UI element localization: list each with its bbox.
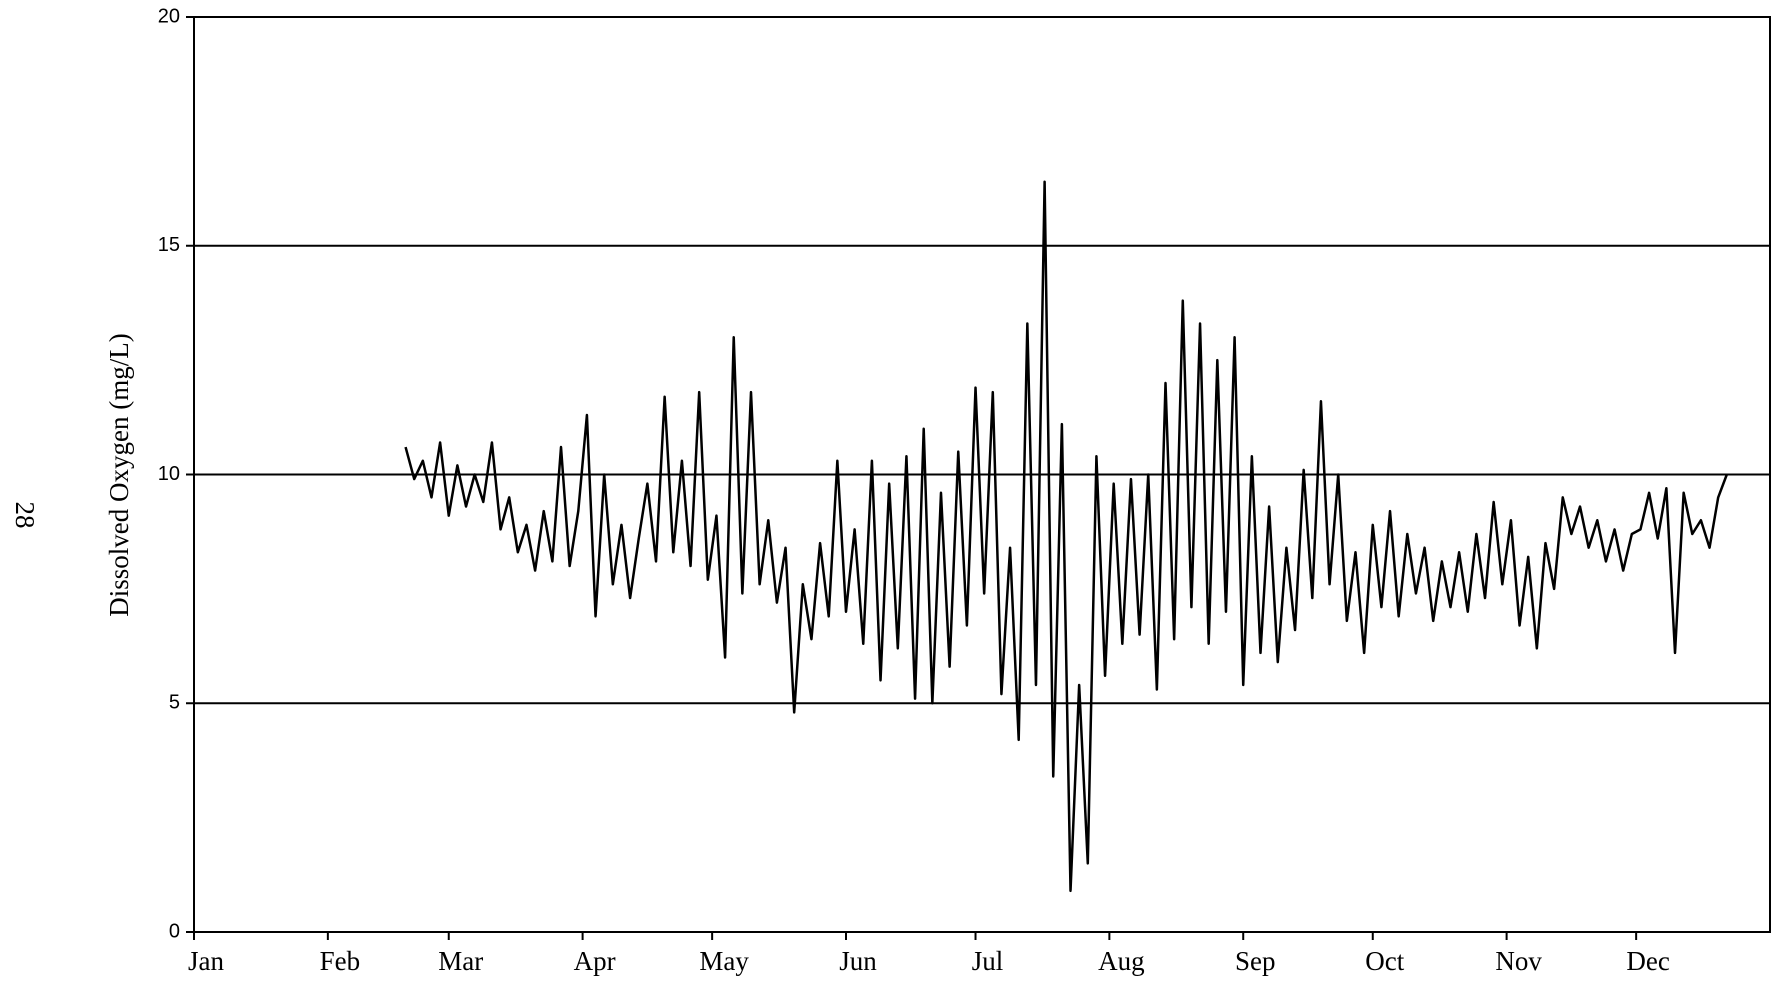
data-line [404,180,1728,893]
x-tick-label: May [699,946,749,976]
y-tick-label: 5 [169,692,180,714]
x-tick-label: Sep [1235,946,1276,976]
x-tick-label: Aug [1098,946,1145,976]
x-tick-label: Mar [438,946,483,976]
x-tick-label: Nov [1495,946,1542,976]
y-tick-label: 10 [158,463,180,485]
y-tick-label: 15 [158,234,180,256]
y-tick-label: 0 [169,920,180,942]
y-axis-label: Dissolved Oxygen (mg/L) [104,333,134,616]
x-tick-label: Oct [1365,946,1404,976]
x-tick-label: Apr [574,946,616,976]
x-tick-label: Jan [188,946,224,976]
page-number: 28 [10,502,40,529]
y-tick-label: 20 [158,5,180,27]
x-tick-label: Dec [1626,946,1669,976]
x-tick-label: Jul [972,946,1004,976]
x-tick-label: Jun [839,946,877,976]
x-tick-label: Feb [320,946,361,976]
